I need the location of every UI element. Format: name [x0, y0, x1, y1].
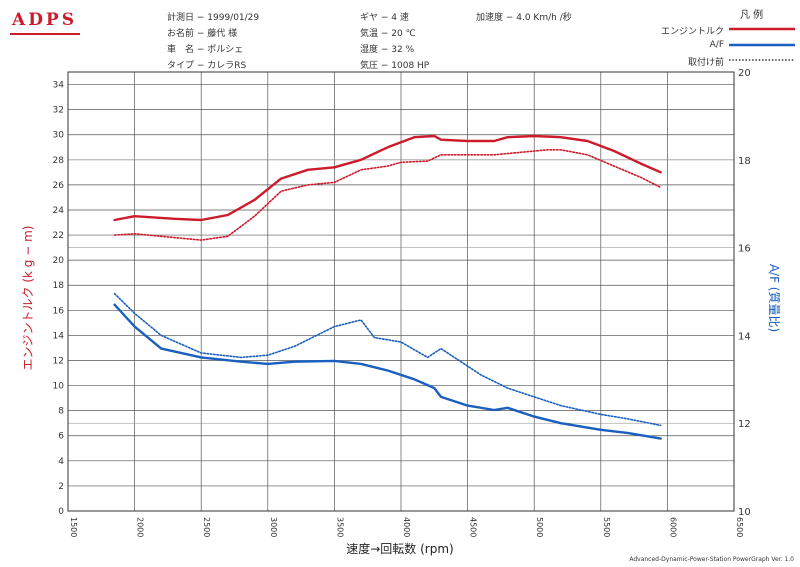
y2-tick-label-2: 14 — [738, 331, 751, 342]
legend-swatches — [729, 27, 795, 61]
series-line-1 — [113, 149, 662, 241]
x-tick-label-7: 5000 — [535, 517, 544, 537]
legend-title: 凡 例 — [740, 10, 764, 21]
y-tick-label-17: 34 — [53, 81, 65, 91]
header-gear: ギヤ − 4 速 — [360, 13, 409, 23]
y-tick-label-10: 20 — [53, 256, 65, 266]
y-tick-label-3: 6 — [58, 432, 64, 442]
footer-credit: Advanced-Dynamic-Power-Station PowerGrap… — [629, 556, 794, 563]
y-tick-label-12: 24 — [53, 206, 65, 216]
y-axis-label: エンジントルク (k g − m) — [21, 226, 35, 371]
y2-tick-label-0: 10 — [738, 507, 751, 518]
header-date: 計測日 − 1999/01/29 — [167, 13, 260, 23]
y2-axis-label: A/F (質量比) — [767, 264, 782, 332]
y-tick-label-13: 26 — [53, 181, 65, 191]
brand-underline — [10, 33, 80, 35]
y-tick-label-1: 2 — [58, 482, 64, 492]
x-tick-label-9: 6000 — [668, 517, 677, 537]
brand-logo: ADPS — [12, 10, 77, 30]
y2-tick-label-1: 12 — [738, 419, 751, 430]
x-tick-label-1: 2000 — [136, 517, 145, 537]
plot-frame — [67, 71, 735, 512]
header-accel: 加速度 − 4.0 Km/h /秒 — [476, 13, 572, 23]
header-humidity: 湿度 − 32 % — [360, 45, 415, 55]
series-line-0 — [113, 134, 662, 222]
y-tick-label-8: 16 — [53, 306, 65, 316]
x-tick-label-6: 4500 — [469, 517, 478, 537]
y-tick-label-4: 8 — [58, 407, 64, 417]
x-tick-label-5: 4000 — [402, 517, 411, 537]
x-tick-label-2: 2500 — [202, 517, 211, 537]
y2-tick-label-4: 18 — [738, 156, 751, 167]
x-tick-label-8: 5500 — [602, 517, 611, 537]
x-tick-label-10: 6500 — [735, 517, 744, 537]
header-car: 車 名 − ポルシェ — [167, 45, 244, 55]
y2-tick-label-3: 16 — [738, 244, 751, 255]
y2-axis-ticks: 10 12 14 16 18 20 — [738, 68, 751, 518]
x-axis-ticks: 1500 2000 2500 3000 3500 4000 4500 5000 5500 6000… — [69, 517, 744, 537]
legend-label-af: A/F — [709, 40, 724, 50]
x-tick-label-3: 3000 — [269, 517, 278, 537]
y-tick-label-16: 32 — [53, 106, 64, 116]
y2-tick-label-5: 20 — [738, 68, 751, 79]
y-tick-label-2: 4 — [58, 457, 64, 467]
series-layer — [113, 134, 662, 440]
y-tick-label-15: 30 — [53, 131, 65, 141]
y-tick-label-5: 10 — [53, 382, 65, 392]
legend-label-torque: エンジントルク — [660, 27, 724, 37]
y-tick-label-9: 18 — [53, 281, 65, 291]
x-tick-label-0: 1500 — [69, 517, 78, 537]
y-tick-label-6: 12 — [53, 356, 64, 366]
header-type: タイプ − カレラRS — [167, 61, 247, 71]
plot-border — [67, 71, 735, 512]
y-tick-label-7: 14 — [53, 331, 65, 341]
series-line-3 — [113, 292, 662, 427]
series-line-2 — [113, 303, 662, 440]
header-temp: 気温 − 20 ℃ — [360, 29, 416, 39]
x-tick-label-4: 3500 — [335, 517, 344, 537]
y-tick-label-0: 0 — [58, 507, 64, 517]
x-axis-label: 速度→回転数 (rpm) — [346, 541, 453, 556]
header-pressure: 気圧 − 1008 HP — [360, 61, 430, 71]
header-name: お名前 − 藤代 様 — [167, 29, 238, 39]
y-tick-label-11: 22 — [53, 231, 64, 241]
y-tick-label-14: 28 — [53, 156, 65, 166]
grid — [67, 71, 735, 512]
legend-label-before: 取付け前 — [687, 58, 724, 68]
